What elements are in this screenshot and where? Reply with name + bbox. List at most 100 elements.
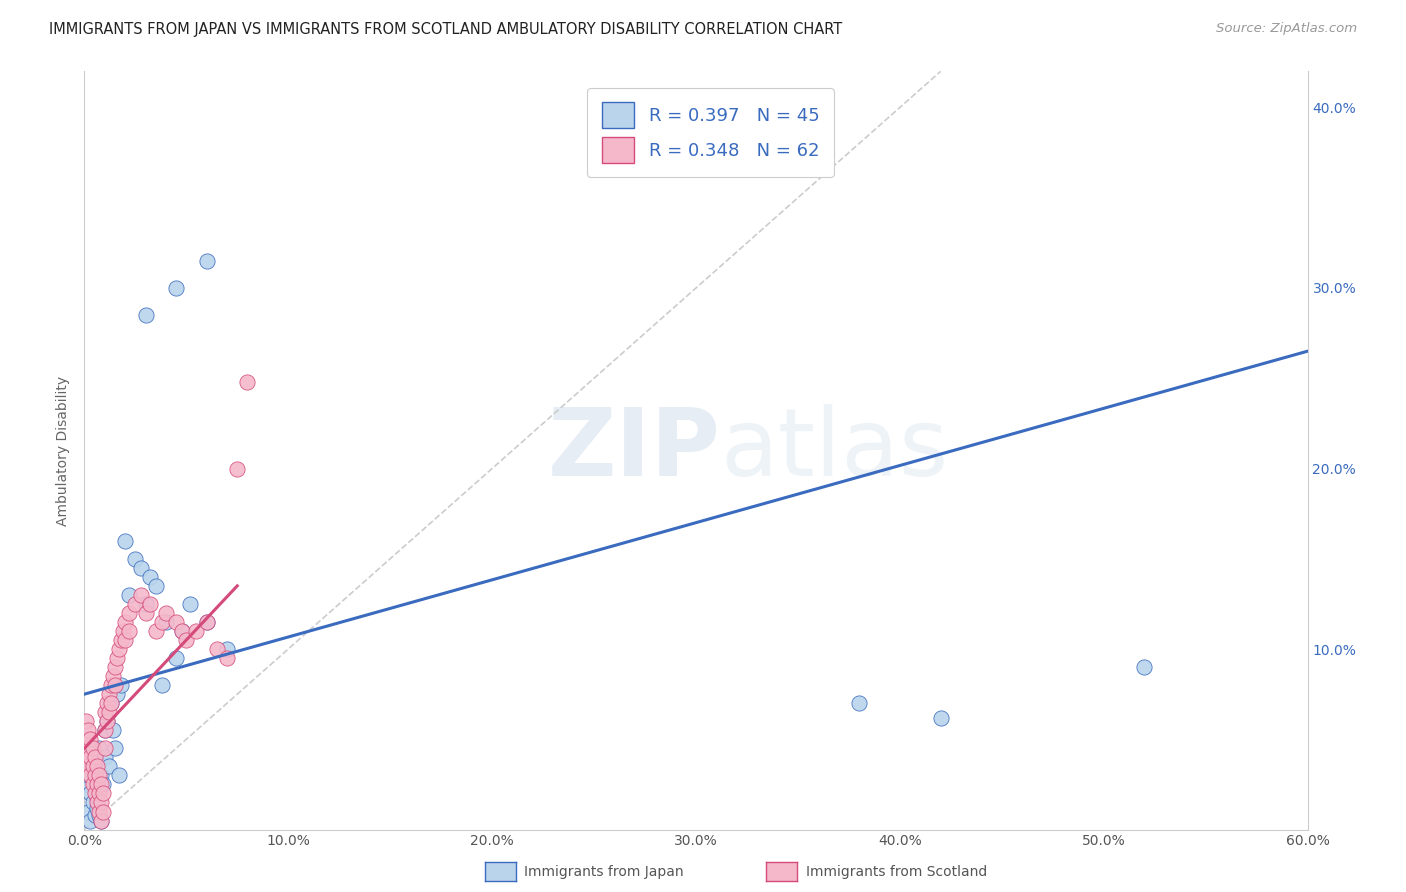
Point — [87, 768, 110, 782]
Point — [105, 651, 128, 665]
Point — [90, 768, 112, 782]
Point — [131, 561, 153, 575]
Point — [101, 669, 124, 683]
Point — [83, 768, 105, 782]
Point — [101, 723, 124, 738]
Point — [226, 461, 249, 475]
Point — [82, 759, 104, 773]
Point — [172, 624, 194, 638]
Point — [97, 759, 120, 773]
Point — [114, 615, 136, 629]
Point — [75, 750, 97, 764]
Point — [77, 759, 100, 773]
Text: ZIP: ZIP — [547, 404, 720, 497]
Point — [124, 597, 146, 611]
Point — [100, 678, 122, 692]
Point — [79, 768, 101, 782]
Point — [75, 714, 97, 729]
Point — [1133, 660, 1156, 674]
Point — [138, 597, 160, 611]
Point — [217, 651, 239, 665]
Point — [150, 615, 173, 629]
Point — [87, 805, 110, 819]
Legend: R = 0.397   N = 45, R = 0.348   N = 62: R = 0.397 N = 45, R = 0.348 N = 62 — [588, 88, 834, 177]
Point — [83, 750, 105, 764]
Point — [86, 759, 108, 773]
Point — [112, 624, 135, 638]
Point — [91, 777, 114, 791]
Point — [90, 814, 112, 828]
Point — [110, 633, 132, 648]
Point — [75, 732, 97, 747]
Text: Source: ZipAtlas.com: Source: ZipAtlas.com — [1216, 22, 1357, 36]
Text: IMMIGRANTS FROM JAPAN VS IMMIGRANTS FROM SCOTLAND AMBULATORY DISABILITY CORRELAT: IMMIGRANTS FROM JAPAN VS IMMIGRANTS FROM… — [49, 22, 842, 37]
Point — [172, 624, 194, 638]
Text: atlas: atlas — [720, 404, 949, 497]
Point — [93, 705, 115, 719]
Text: Immigrants from Scotland: Immigrants from Scotland — [806, 865, 987, 880]
Point — [104, 660, 127, 674]
Point — [87, 741, 110, 756]
Point — [90, 796, 112, 810]
Point — [91, 787, 114, 801]
Point — [97, 705, 120, 719]
Point — [86, 801, 108, 815]
Point — [77, 805, 100, 819]
Point — [91, 805, 114, 819]
Point — [174, 633, 197, 648]
Point — [93, 741, 115, 756]
Point — [86, 790, 108, 805]
Point — [105, 687, 128, 701]
Point — [93, 723, 115, 738]
Point — [131, 588, 153, 602]
Point — [83, 808, 105, 822]
Point — [86, 777, 108, 791]
Point — [195, 615, 218, 629]
Point — [145, 579, 167, 593]
Point — [217, 642, 239, 657]
Point — [118, 606, 141, 620]
Point — [236, 375, 259, 389]
Point — [135, 308, 157, 322]
Point — [195, 253, 218, 268]
Point — [114, 633, 136, 648]
Point — [155, 615, 177, 629]
Point — [87, 808, 110, 822]
Point — [96, 714, 118, 729]
Y-axis label: Ambulatory Disability: Ambulatory Disability — [56, 376, 70, 525]
Text: Immigrants from Japan: Immigrants from Japan — [524, 865, 685, 880]
Point — [108, 768, 131, 782]
Point — [96, 714, 118, 729]
Point — [165, 615, 187, 629]
Point — [77, 741, 100, 756]
Point — [104, 678, 127, 692]
Point — [118, 588, 141, 602]
Point — [165, 651, 187, 665]
Point — [96, 696, 118, 710]
Point — [186, 624, 208, 638]
Point — [155, 606, 177, 620]
Point — [118, 624, 141, 638]
Point — [929, 711, 952, 725]
Point — [165, 281, 187, 295]
Point — [79, 732, 101, 747]
Point — [93, 750, 115, 764]
Point — [93, 723, 115, 738]
Point — [104, 741, 127, 756]
Point — [135, 606, 157, 620]
Point — [82, 777, 104, 791]
Point — [195, 615, 218, 629]
Point — [86, 796, 108, 810]
Point — [97, 687, 120, 701]
Point — [79, 750, 101, 764]
Point — [138, 570, 160, 584]
Point — [145, 624, 167, 638]
Point — [82, 759, 104, 773]
Point — [82, 796, 104, 810]
Point — [114, 533, 136, 548]
Point — [848, 696, 870, 710]
Point — [83, 787, 105, 801]
Point — [108, 642, 131, 657]
Point — [124, 551, 146, 566]
Point — [135, 597, 157, 611]
